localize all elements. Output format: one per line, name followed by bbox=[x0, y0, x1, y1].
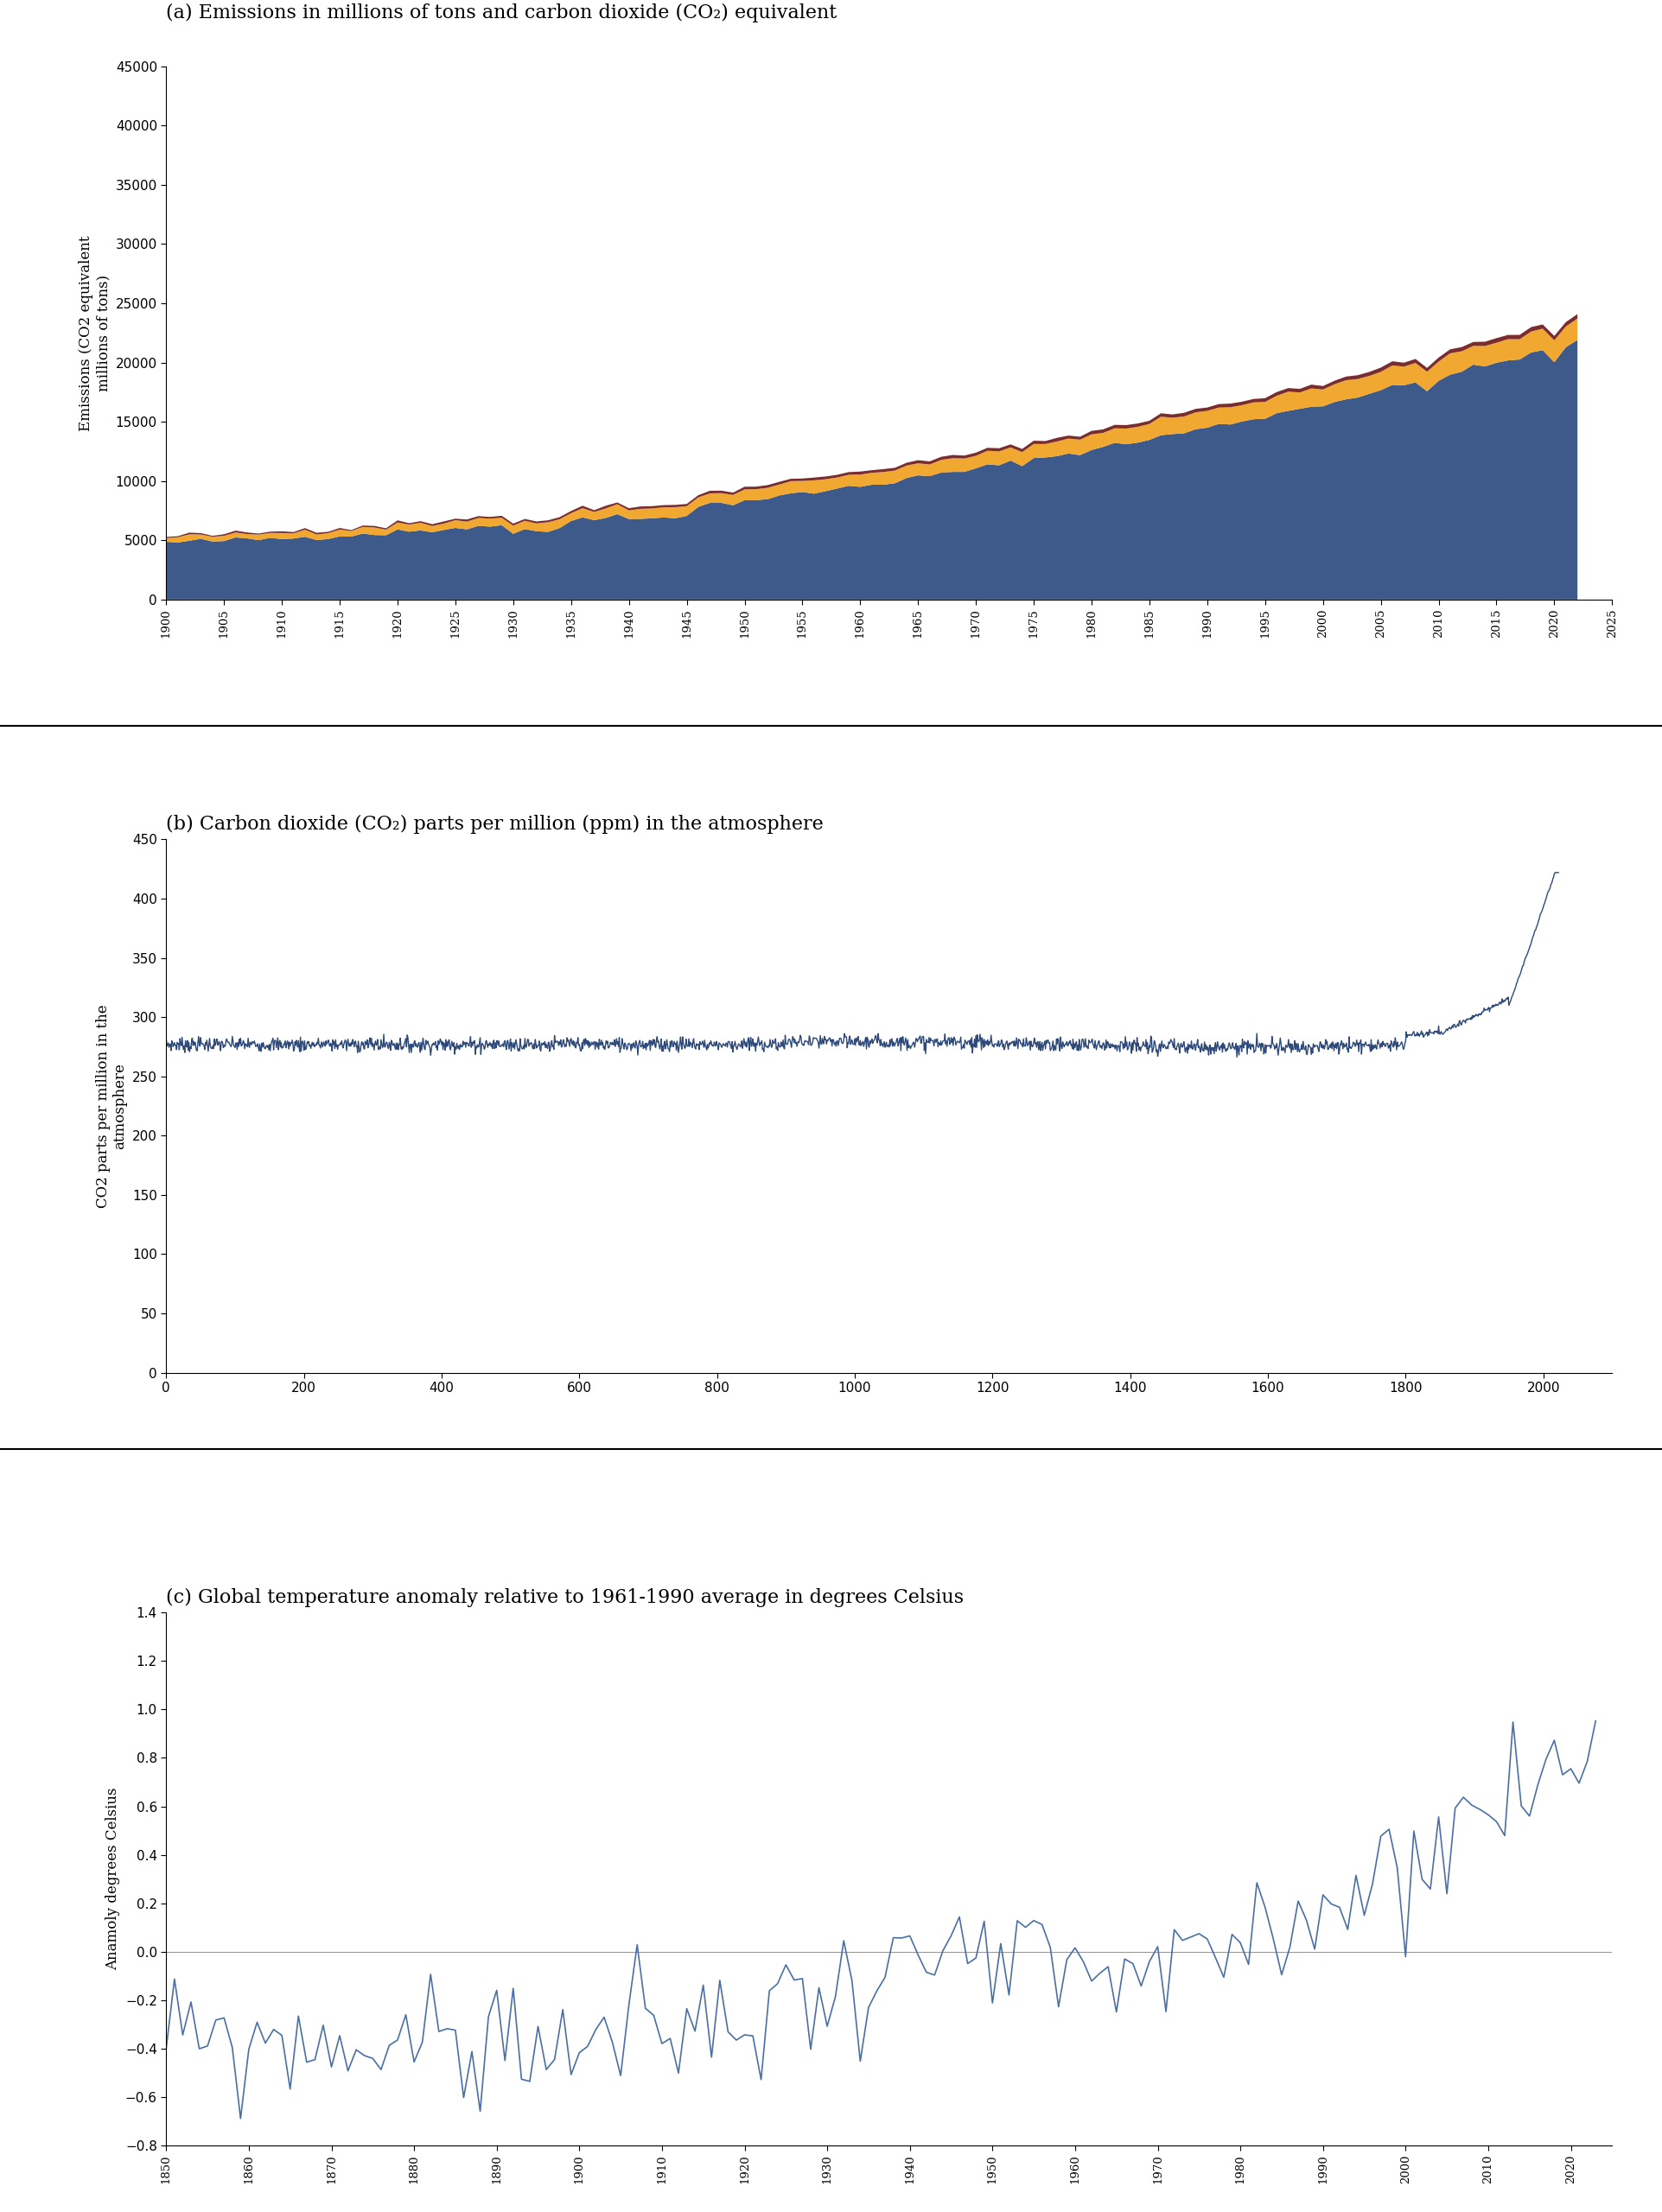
Text: (a) Emissions in millions of tons and carbon dioxide (CO₂) equivalent: (a) Emissions in millions of tons and ca… bbox=[166, 4, 838, 22]
Y-axis label: Anamoly degrees Celsius: Anamoly degrees Celsius bbox=[106, 1787, 120, 1971]
Text: (c) Global temperature anomaly relative to 1961-1990 average in degrees Celsius: (c) Global temperature anomaly relative … bbox=[166, 1588, 964, 1608]
Text: (b) Carbon dioxide (CO₂) parts per million (ppm) in the atmosphere: (b) Carbon dioxide (CO₂) parts per milli… bbox=[166, 814, 824, 834]
Y-axis label: CO2 parts per million in the
atmosphere: CO2 parts per million in the atmosphere bbox=[96, 1004, 128, 1208]
Y-axis label: Emissions (CO2 equivalent
millions of tons): Emissions (CO2 equivalent millions of to… bbox=[80, 234, 111, 431]
